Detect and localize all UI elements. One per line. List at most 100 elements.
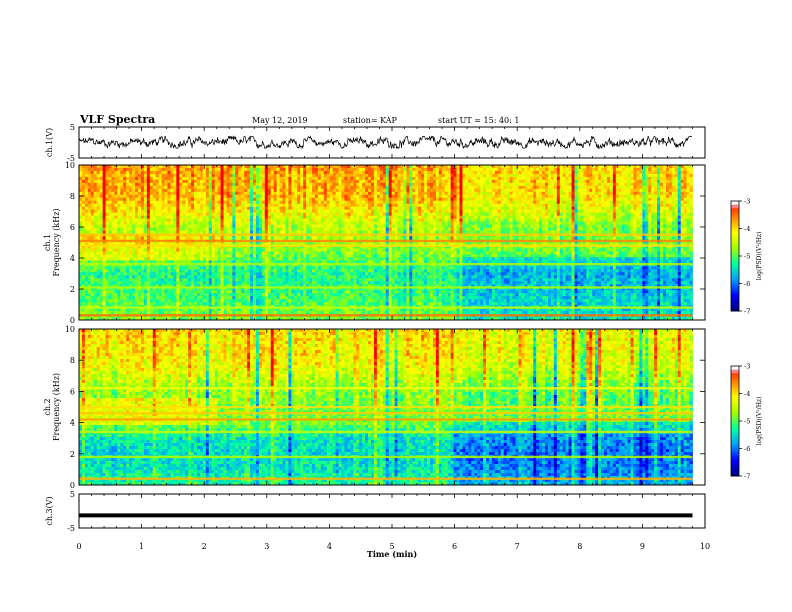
spec1-cell [474, 170, 478, 175]
spec1-cell [662, 212, 667, 217]
spec1-cell [450, 185, 454, 190]
spec1-cell [515, 230, 519, 234]
spec1-cell [536, 179, 540, 184]
spec1-cell [447, 194, 452, 199]
spec1-cell [657, 227, 661, 231]
spec1-cell [412, 170, 416, 175]
spec1-cell [397, 224, 401, 228]
spec1-cell [406, 206, 410, 211]
spec1-cell [462, 197, 466, 202]
spec1-cell [533, 203, 537, 208]
spec1-cell [108, 194, 112, 199]
spec1-cell [536, 206, 540, 211]
spec1-cell [164, 221, 168, 226]
spec1-cell [468, 221, 472, 226]
spec1-cell [126, 206, 130, 211]
spec1-cell [429, 197, 434, 202]
spec1-cell [270, 165, 275, 169]
spec1-cell [456, 209, 460, 214]
spec1-cell [261, 170, 266, 175]
spec1-cell [601, 182, 605, 187]
spec1-cell [250, 230, 254, 234]
spec1-cell [291, 191, 295, 196]
spec1-cell [574, 206, 578, 211]
spec1-cell [465, 206, 469, 211]
spec1-cell [164, 197, 168, 202]
spec1-cell [105, 230, 109, 234]
spec1-cell [565, 215, 569, 220]
spec1-cell [238, 170, 242, 175]
spec1-cell [93, 227, 98, 231]
spec1-cell [350, 170, 354, 175]
spec1-cell [123, 194, 127, 199]
spec1-cell [123, 176, 127, 181]
spec1-cell [412, 167, 416, 172]
spec1-cell [583, 188, 587, 193]
spec1-cell [261, 203, 266, 208]
spec1-cell [571, 227, 575, 231]
spec1-cell [194, 230, 198, 234]
spec1-cell [326, 200, 331, 205]
spec1-cell [598, 170, 602, 175]
spec1-cell [196, 206, 201, 211]
spec1-cell [530, 212, 534, 217]
spec1-cell [545, 209, 549, 214]
spec1-cell [87, 176, 92, 181]
spec1-cell [527, 218, 531, 223]
spec1-cell [294, 230, 298, 234]
spec1-cell [583, 170, 587, 175]
spec1-cell [515, 194, 519, 199]
spec1-cell [577, 227, 581, 231]
spec1-cell [394, 176, 398, 181]
spec1-cell [188, 200, 192, 205]
spec1-cell [465, 173, 469, 178]
spec1-cell [586, 173, 590, 178]
spec1-cell [435, 191, 440, 196]
spec1-cell [312, 191, 316, 196]
spec1-cell [350, 218, 354, 223]
spec1-cell [129, 173, 133, 178]
spec1-cell [506, 221, 511, 226]
spec1-cell [462, 176, 466, 181]
spec1-cell [114, 218, 118, 223]
spec1-cell [232, 185, 236, 190]
spec1-cell [598, 203, 602, 208]
spec1-cell [536, 203, 540, 208]
spec1-cell [164, 224, 168, 228]
spec1-cell [527, 167, 531, 172]
spec1-cell [152, 224, 157, 228]
spec1-cell [191, 191, 195, 196]
spec1-cell [657, 179, 661, 184]
spec1-cell [488, 191, 493, 196]
spec1-cell [176, 209, 180, 214]
spec1-cell [627, 206, 631, 211]
spec1-cell [438, 173, 443, 178]
spec1-cell [633, 200, 637, 205]
spec1-cell [459, 176, 463, 181]
spec1-cell [689, 203, 693, 208]
spec1-cell [146, 191, 151, 196]
spec1-cell [592, 176, 596, 181]
spec1-cell [87, 179, 92, 184]
spec1-cell [282, 176, 286, 181]
spec1-cell [179, 200, 183, 205]
spec1-cell [90, 209, 95, 214]
spec1-cell [435, 179, 440, 184]
spec1-cell [604, 200, 608, 205]
spec1-cell [515, 170, 519, 175]
spec1-cell [241, 203, 245, 208]
spec1-cell [418, 203, 422, 208]
spec1-cell [105, 173, 109, 178]
spec1-cell [574, 188, 578, 193]
spec1-cell [155, 221, 160, 226]
spec1-cell [488, 176, 493, 181]
spec1-cell [214, 215, 219, 220]
spec1-cell [373, 209, 378, 214]
spec1-cell [474, 185, 478, 190]
spec1-cell [270, 188, 275, 193]
spec1-cell [255, 224, 260, 228]
spec1-cell [356, 206, 360, 211]
spec1-cell [639, 194, 643, 199]
spec1-cell [208, 215, 213, 220]
spec1-cell [509, 197, 513, 202]
